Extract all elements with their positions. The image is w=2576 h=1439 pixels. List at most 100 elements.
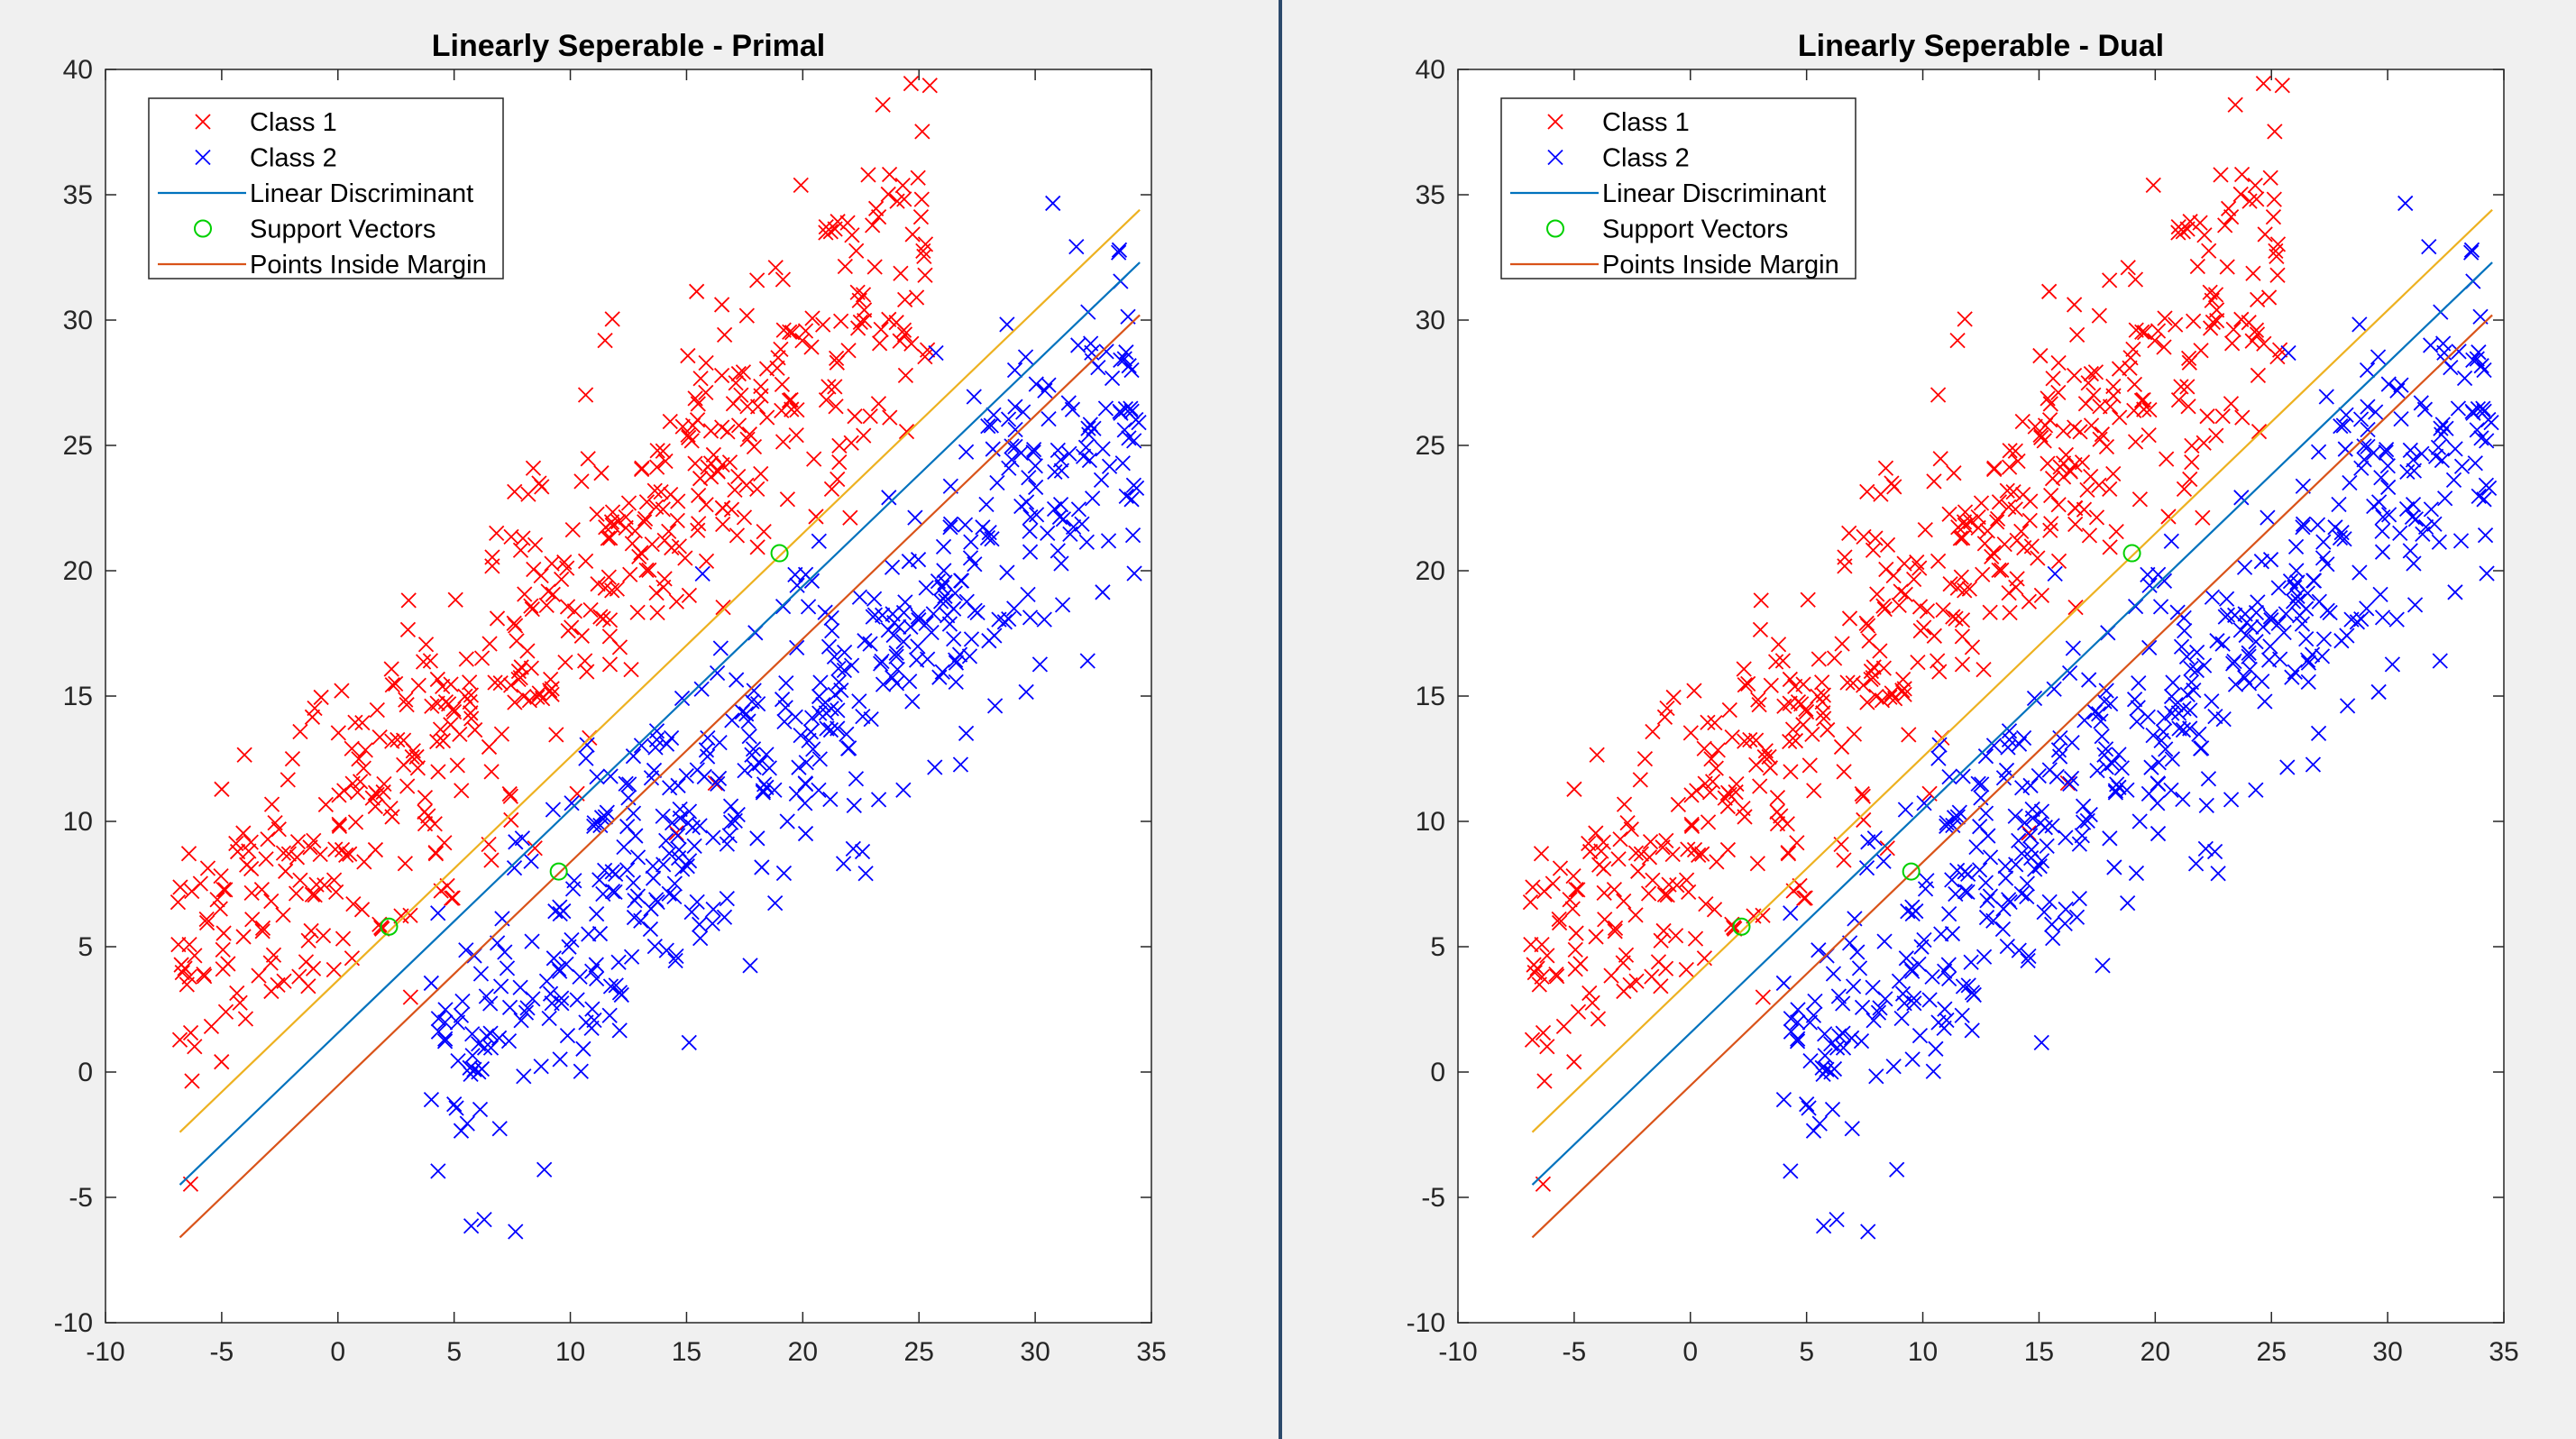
class1-point (177, 960, 193, 976)
class1-point (2125, 341, 2141, 358)
class1-point (1555, 1018, 1572, 1035)
class2-point (999, 316, 1015, 333)
class2-point (1040, 525, 1056, 541)
class1-point (2032, 347, 2049, 364)
class2-point (2298, 631, 2315, 647)
class2-point (472, 966, 490, 982)
class1-point (342, 846, 358, 862)
class1-point (1683, 816, 1700, 832)
class1-point (338, 847, 354, 863)
class1-point (728, 375, 744, 391)
class2-point (1982, 849, 1999, 866)
class2-point (645, 857, 661, 875)
class2-point (798, 755, 814, 771)
class1-point (806, 451, 822, 467)
class1-point (759, 409, 775, 426)
class1-point (1942, 576, 1958, 592)
class1-point (317, 796, 335, 813)
class1-point (1976, 662, 1992, 678)
class1-point (347, 714, 363, 730)
class2-point (802, 724, 819, 740)
class1-point (1658, 832, 1674, 849)
class2-point (1123, 403, 1140, 419)
class1-point (2141, 427, 2157, 444)
class1-point (196, 967, 212, 983)
class1-point (1901, 727, 1917, 743)
class2-point (1025, 444, 1041, 461)
class1-point (1588, 929, 1604, 945)
class1-point (2126, 376, 2143, 392)
class1-point (275, 845, 292, 861)
class1-point (749, 399, 766, 415)
class2-point (2058, 829, 2074, 846)
class1-point (2122, 360, 2138, 376)
class2-point (758, 779, 775, 795)
class2-point (2399, 463, 2416, 480)
class2-point (2469, 351, 2485, 367)
class2-point (2047, 565, 2063, 582)
class2-point (2473, 430, 2489, 446)
class1-point (503, 677, 519, 693)
class2-point (2153, 732, 2169, 749)
class2-point (729, 806, 746, 823)
x-tick-label: 10 (1908, 1337, 1938, 1367)
class1-point (773, 341, 789, 358)
class2-point (545, 950, 562, 967)
class2-point (579, 737, 595, 753)
class2-point (1783, 905, 1799, 921)
class2-point (2374, 523, 2390, 539)
x-tick-label: -10 (86, 1337, 124, 1367)
class2-point (830, 702, 846, 719)
class1-point (1839, 674, 1856, 691)
class1-point (1653, 932, 1669, 949)
x-tick-label: 25 (904, 1337, 934, 1367)
class1-point (1964, 639, 1981, 655)
class2-point (1098, 344, 1114, 360)
class2-point (446, 1096, 463, 1113)
class2-point (1018, 683, 1034, 701)
class1-point (1859, 694, 1875, 710)
class2-point (2243, 619, 2260, 635)
class1-point (1910, 655, 1926, 671)
class2-point (1027, 458, 1043, 474)
class2-point (1933, 926, 1949, 942)
legend-box (1500, 97, 1856, 280)
class1-point (1783, 764, 1799, 780)
class2-point (2102, 830, 2118, 847)
class2-point (2033, 853, 2050, 869)
class2-point (1860, 834, 1876, 850)
class1-point (2266, 191, 2282, 207)
class1-point (828, 350, 845, 366)
y-tick-label: -5 (1421, 1183, 1445, 1213)
panel-divider (1279, 0, 1282, 1439)
class1-point (1750, 692, 1766, 708)
class2-point (1093, 472, 1110, 489)
class1-point (1858, 615, 1875, 631)
class1-point (1736, 661, 1752, 677)
class2-point (508, 834, 524, 850)
class1-point (896, 191, 912, 207)
class2-point (985, 407, 1002, 423)
class2-point (722, 798, 739, 814)
class2-point (797, 825, 814, 842)
class1-point (698, 384, 714, 401)
class2-point (2204, 693, 2220, 710)
class1-point (713, 297, 730, 313)
class2-point (935, 538, 952, 555)
class2-point (516, 1068, 532, 1085)
class2-point (2278, 606, 2294, 622)
class1-point (2208, 427, 2224, 444)
class1-point (1623, 821, 1639, 838)
class1-point (1549, 968, 1565, 985)
class2-point (2471, 488, 2487, 505)
class1-point (1878, 561, 1894, 578)
class1-point (263, 796, 280, 812)
class2-point (645, 870, 662, 886)
class2-point (2001, 731, 2018, 748)
class2-point (601, 1007, 618, 1023)
class1-point (1522, 894, 1539, 911)
y-tick-label: 20 (1416, 556, 1445, 586)
class1-point (559, 599, 576, 615)
class2-point (2223, 792, 2240, 808)
class2-point (1865, 979, 1881, 995)
